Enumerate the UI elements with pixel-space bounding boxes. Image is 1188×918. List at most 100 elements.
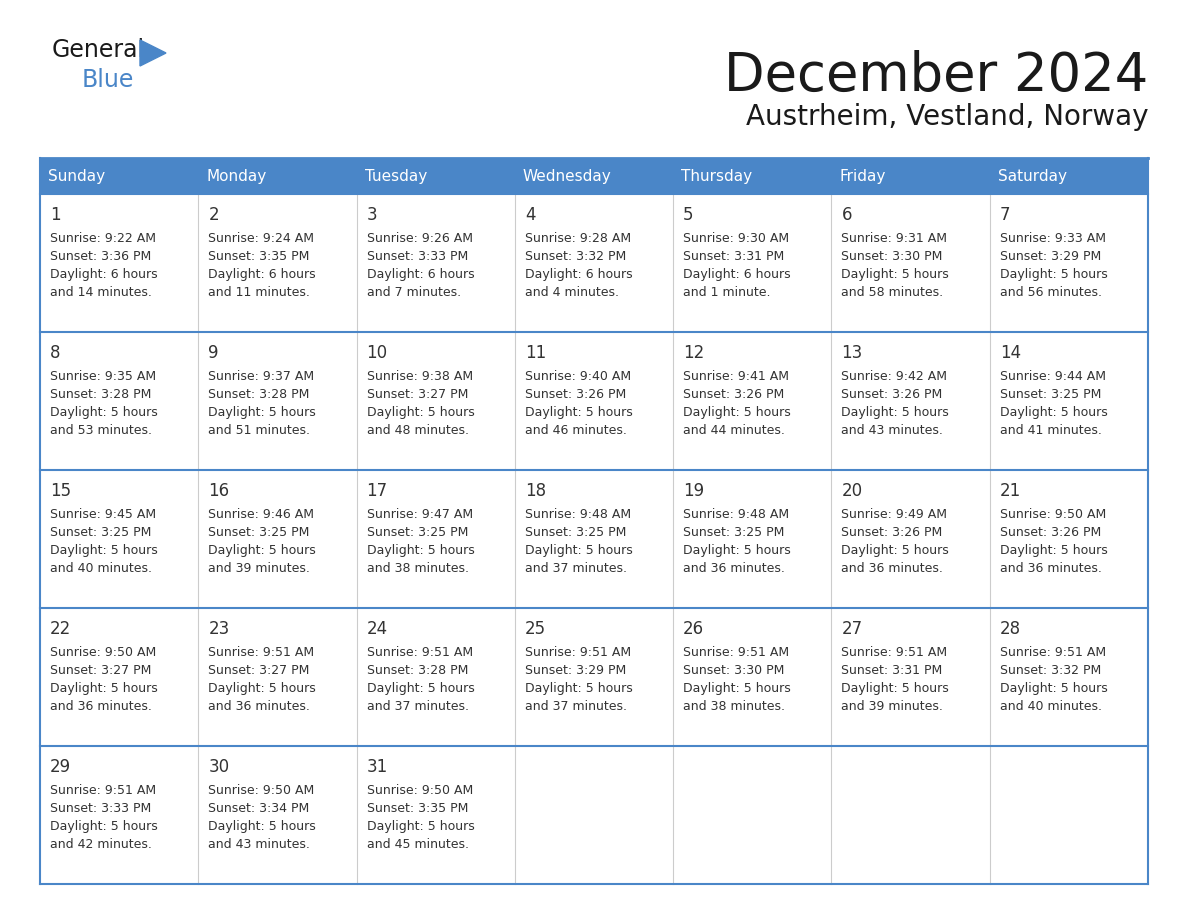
Text: Daylight: 5 hours: Daylight: 5 hours <box>367 682 474 695</box>
Text: Sunrise: 9:50 AM: Sunrise: 9:50 AM <box>367 784 473 797</box>
Text: Sunrise: 9:49 AM: Sunrise: 9:49 AM <box>841 508 947 521</box>
Text: Sunrise: 9:51 AM: Sunrise: 9:51 AM <box>683 646 789 659</box>
Text: Daylight: 5 hours: Daylight: 5 hours <box>1000 682 1107 695</box>
Text: and 38 minutes.: and 38 minutes. <box>367 562 468 575</box>
Text: Sunrise: 9:46 AM: Sunrise: 9:46 AM <box>208 508 315 521</box>
Text: 12: 12 <box>683 344 704 362</box>
Text: and 51 minutes.: and 51 minutes. <box>208 424 310 437</box>
Text: Sunrise: 9:51 AM: Sunrise: 9:51 AM <box>367 646 473 659</box>
Text: Sunrise: 9:26 AM: Sunrise: 9:26 AM <box>367 232 473 245</box>
Text: Sunset: 3:25 PM: Sunset: 3:25 PM <box>367 526 468 539</box>
Text: 13: 13 <box>841 344 862 362</box>
Text: and 43 minutes.: and 43 minutes. <box>208 838 310 851</box>
Text: 19: 19 <box>683 482 704 500</box>
Text: 14: 14 <box>1000 344 1020 362</box>
Text: Sunrise: 9:35 AM: Sunrise: 9:35 AM <box>50 370 156 383</box>
Text: Tuesday: Tuesday <box>365 169 426 184</box>
Text: and 53 minutes.: and 53 minutes. <box>50 424 152 437</box>
Bar <box>40 470 1148 608</box>
Text: and 36 minutes.: and 36 minutes. <box>208 700 310 713</box>
Text: Sunrise: 9:50 AM: Sunrise: 9:50 AM <box>208 784 315 797</box>
Text: Sunrise: 9:37 AM: Sunrise: 9:37 AM <box>208 370 315 383</box>
Text: Daylight: 5 hours: Daylight: 5 hours <box>1000 406 1107 419</box>
Text: Sunset: 3:31 PM: Sunset: 3:31 PM <box>841 664 943 677</box>
Text: Daylight: 5 hours: Daylight: 5 hours <box>841 682 949 695</box>
Text: Sunset: 3:35 PM: Sunset: 3:35 PM <box>367 802 468 815</box>
Text: Sunset: 3:25 PM: Sunset: 3:25 PM <box>50 526 151 539</box>
Text: Blue: Blue <box>82 68 134 92</box>
Text: and 45 minutes.: and 45 minutes. <box>367 838 468 851</box>
Text: and 4 minutes.: and 4 minutes. <box>525 286 619 299</box>
Text: Daylight: 5 hours: Daylight: 5 hours <box>208 820 316 833</box>
Text: and 58 minutes.: and 58 minutes. <box>841 286 943 299</box>
Text: 4: 4 <box>525 206 536 224</box>
Text: Daylight: 5 hours: Daylight: 5 hours <box>367 820 474 833</box>
Text: Sunset: 3:32 PM: Sunset: 3:32 PM <box>525 250 626 263</box>
Text: Sunrise: 9:48 AM: Sunrise: 9:48 AM <box>525 508 631 521</box>
Bar <box>40 332 1148 470</box>
Text: Friday: Friday <box>840 169 886 184</box>
Text: Sunset: 3:26 PM: Sunset: 3:26 PM <box>683 388 784 401</box>
Text: Sunrise: 9:33 AM: Sunrise: 9:33 AM <box>1000 232 1106 245</box>
Text: and 44 minutes.: and 44 minutes. <box>683 424 785 437</box>
Text: Daylight: 5 hours: Daylight: 5 hours <box>525 682 632 695</box>
Text: Sunset: 3:30 PM: Sunset: 3:30 PM <box>683 664 784 677</box>
Text: Sunrise: 9:38 AM: Sunrise: 9:38 AM <box>367 370 473 383</box>
Text: 25: 25 <box>525 620 546 638</box>
Text: Sunrise: 9:24 AM: Sunrise: 9:24 AM <box>208 232 315 245</box>
Text: Sunset: 3:30 PM: Sunset: 3:30 PM <box>841 250 943 263</box>
Text: 7: 7 <box>1000 206 1010 224</box>
Text: 26: 26 <box>683 620 704 638</box>
Text: 23: 23 <box>208 620 229 638</box>
Text: Sunset: 3:27 PM: Sunset: 3:27 PM <box>208 664 310 677</box>
Text: Sunrise: 9:42 AM: Sunrise: 9:42 AM <box>841 370 947 383</box>
Text: 15: 15 <box>50 482 71 500</box>
Text: Daylight: 6 hours: Daylight: 6 hours <box>683 268 791 281</box>
Text: and 37 minutes.: and 37 minutes. <box>367 700 468 713</box>
Text: Daylight: 5 hours: Daylight: 5 hours <box>841 406 949 419</box>
Text: Sunrise: 9:22 AM: Sunrise: 9:22 AM <box>50 232 156 245</box>
Text: Sunrise: 9:31 AM: Sunrise: 9:31 AM <box>841 232 947 245</box>
Text: General: General <box>52 38 145 62</box>
Text: 8: 8 <box>50 344 61 362</box>
Text: and 46 minutes.: and 46 minutes. <box>525 424 627 437</box>
Text: Sunset: 3:36 PM: Sunset: 3:36 PM <box>50 250 151 263</box>
Text: 5: 5 <box>683 206 694 224</box>
Text: Daylight: 5 hours: Daylight: 5 hours <box>841 544 949 557</box>
Text: and 38 minutes.: and 38 minutes. <box>683 700 785 713</box>
Text: Sunset: 3:28 PM: Sunset: 3:28 PM <box>208 388 310 401</box>
Text: and 42 minutes.: and 42 minutes. <box>50 838 152 851</box>
Text: and 41 minutes.: and 41 minutes. <box>1000 424 1101 437</box>
Text: Sunrise: 9:50 AM: Sunrise: 9:50 AM <box>1000 508 1106 521</box>
Text: and 36 minutes.: and 36 minutes. <box>50 700 152 713</box>
Text: Sunset: 3:33 PM: Sunset: 3:33 PM <box>50 802 151 815</box>
Text: Sunset: 3:27 PM: Sunset: 3:27 PM <box>367 388 468 401</box>
Text: Austrheim, Vestland, Norway: Austrheim, Vestland, Norway <box>746 103 1148 131</box>
Text: Sunrise: 9:30 AM: Sunrise: 9:30 AM <box>683 232 789 245</box>
Text: Sunset: 3:29 PM: Sunset: 3:29 PM <box>1000 250 1101 263</box>
Text: Sunset: 3:27 PM: Sunset: 3:27 PM <box>50 664 151 677</box>
Text: Saturday: Saturday <box>998 169 1067 184</box>
Text: and 48 minutes.: and 48 minutes. <box>367 424 468 437</box>
Bar <box>40 608 1148 746</box>
Text: and 11 minutes.: and 11 minutes. <box>208 286 310 299</box>
Text: Daylight: 6 hours: Daylight: 6 hours <box>367 268 474 281</box>
Text: Sunset: 3:32 PM: Sunset: 3:32 PM <box>1000 664 1101 677</box>
Bar <box>40 158 1148 194</box>
Text: Daylight: 5 hours: Daylight: 5 hours <box>208 682 316 695</box>
Text: Sunset: 3:25 PM: Sunset: 3:25 PM <box>683 526 784 539</box>
Text: 3: 3 <box>367 206 378 224</box>
Text: Daylight: 5 hours: Daylight: 5 hours <box>525 544 632 557</box>
Text: December 2024: December 2024 <box>723 50 1148 102</box>
Text: and 36 minutes.: and 36 minutes. <box>841 562 943 575</box>
Text: and 56 minutes.: and 56 minutes. <box>1000 286 1101 299</box>
Text: Sunset: 3:26 PM: Sunset: 3:26 PM <box>841 388 943 401</box>
Text: 29: 29 <box>50 758 71 776</box>
Text: Daylight: 6 hours: Daylight: 6 hours <box>50 268 158 281</box>
Text: Daylight: 5 hours: Daylight: 5 hours <box>525 406 632 419</box>
Text: and 37 minutes.: and 37 minutes. <box>525 562 627 575</box>
Text: 10: 10 <box>367 344 387 362</box>
Text: Sunset: 3:26 PM: Sunset: 3:26 PM <box>1000 526 1101 539</box>
Text: Daylight: 5 hours: Daylight: 5 hours <box>208 406 316 419</box>
Text: 2: 2 <box>208 206 219 224</box>
